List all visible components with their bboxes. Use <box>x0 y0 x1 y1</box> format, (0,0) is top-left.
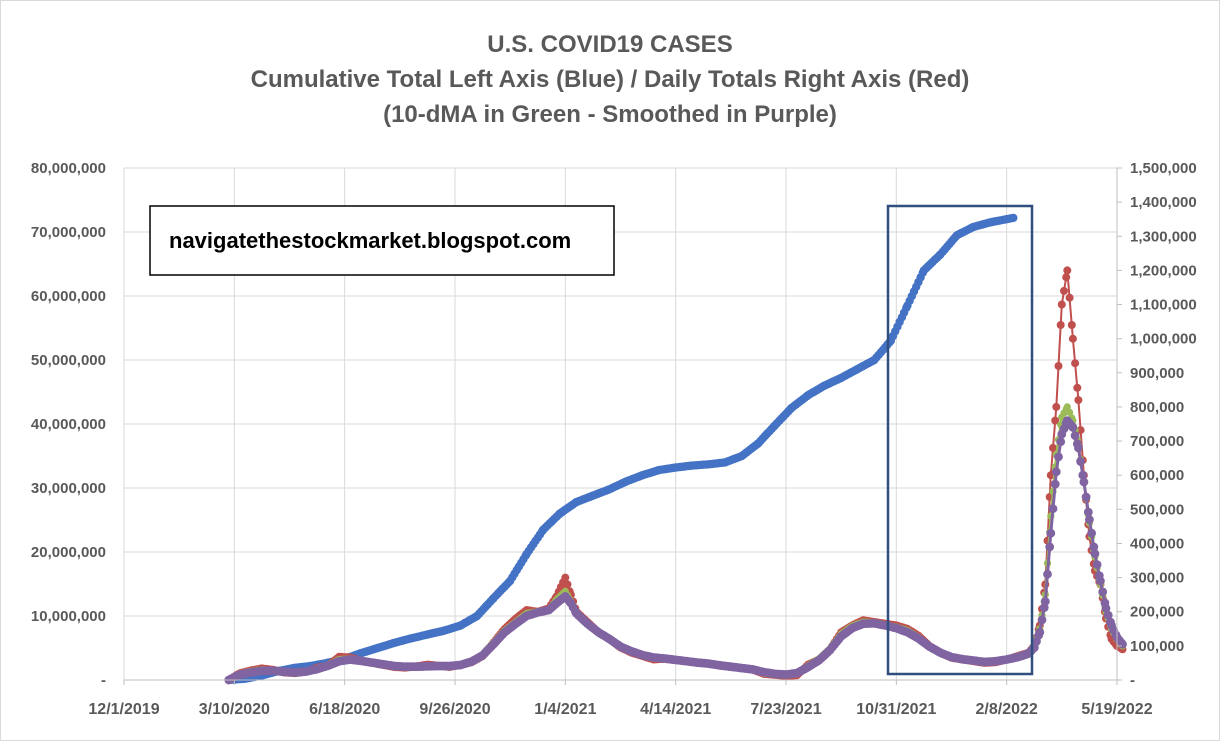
point-smoothed-402 <box>1092 560 1102 569</box>
point-smoothed-405 <box>1098 587 1108 597</box>
point-smoothed-416 <box>1118 639 1127 649</box>
point-daily-378 <box>1049 443 1057 452</box>
point-daily-379 <box>1051 416 1060 425</box>
point-smoothed-377 <box>1046 528 1056 538</box>
point-smoothed-389 <box>1068 423 1078 432</box>
point-daily-389 <box>1068 334 1077 343</box>
axes: - 10,000,000 20,000,000 30,000,000 40,000,00… <box>31 160 1197 718</box>
point-daily-391 <box>1073 383 1082 392</box>
point-smoothed-393 <box>1076 457 1085 466</box>
right-tick-0: - <box>1130 672 1135 689</box>
point-smoothed-399 <box>1087 528 1096 538</box>
right-tick-10: 1,000,000 <box>1130 331 1197 348</box>
point-smoothed-390 <box>1070 431 1080 440</box>
left-tick-2: 20,000,000 <box>31 544 106 561</box>
left-tick-1: 10,000,000 <box>31 608 106 625</box>
point-smoothed-376 <box>1045 542 1055 552</box>
left-tick-4: 40,000,000 <box>31 416 106 433</box>
x-tick-1: 3/10/2020 <box>199 701 270 718</box>
right-tick-2: 200,000 <box>1130 604 1184 621</box>
point-smoothed-372 <box>1037 615 1047 625</box>
point-daily-153 <box>561 573 570 582</box>
point-daily-392 <box>1074 396 1083 405</box>
point-smoothed-400 <box>1089 542 1099 552</box>
point-smoothed-398 <box>1085 515 1094 524</box>
point-smoothed-395 <box>1079 477 1089 487</box>
right-tick-7: 700,000 <box>1130 433 1184 450</box>
x-tick-0: 12/1/2019 <box>88 701 159 718</box>
right-tick-6: 600,000 <box>1130 467 1184 484</box>
point-daily-382 <box>1056 321 1065 329</box>
series-smoothed <box>224 416 1127 685</box>
point-smoothed-397 <box>1083 507 1093 517</box>
point-daily-386 <box>1063 266 1072 275</box>
point-smoothed-408 <box>1103 610 1113 620</box>
point-10-dMA-386 <box>1063 403 1071 411</box>
left-tick-5: 50,000,000 <box>31 352 106 369</box>
x-tick-8: 2/8/2022 <box>976 701 1038 718</box>
point-smoothed-371 <box>1035 627 1045 637</box>
point-cumulative-379 <box>1009 213 1018 223</box>
point-smoothed-381 <box>1054 452 1063 462</box>
x-tick-4: 1/4/2021 <box>534 701 596 718</box>
right-tick-11: 1,100,000 <box>1130 297 1197 314</box>
x-tick-6: 7/23/2021 <box>750 701 821 718</box>
left-tick-3: 30,000,000 <box>31 480 106 497</box>
point-daily-390 <box>1071 359 1080 368</box>
right-tick-14: 1,400,000 <box>1130 194 1197 211</box>
point-daily-393 <box>1076 426 1085 435</box>
x-tick-9: 5/19/2022 <box>1081 701 1152 718</box>
right-tick-12: 1,200,000 <box>1130 262 1197 279</box>
point-smoothed-392 <box>1074 443 1083 453</box>
point-smoothed-378 <box>1048 504 1058 514</box>
point-smoothed-394 <box>1078 470 1088 480</box>
x-tick-2: 6/18/2020 <box>309 701 380 718</box>
point-daily-388 <box>1067 321 1076 329</box>
watermark-text: navigatethestockmarket.blogspot.com <box>169 228 571 253</box>
point-daily-154 <box>563 580 572 589</box>
point-daily-385 <box>1062 273 1071 282</box>
point-smoothed-396 <box>1081 492 1091 502</box>
point-daily-383 <box>1057 300 1066 309</box>
watermark-frame <box>149 205 615 276</box>
point-smoothed-374 <box>1040 597 1050 606</box>
point-smoothed-401 <box>1090 549 1100 559</box>
point-daily-380 <box>1052 402 1061 411</box>
right-tick-8: 800,000 <box>1130 399 1184 416</box>
point-smoothed-404 <box>1096 576 1105 586</box>
point-smoothed-375 <box>1043 569 1052 579</box>
left-tick-7: 70,000,000 <box>31 224 106 241</box>
watermark-box: navigatethestockmarket.blogspot.com <box>149 205 615 276</box>
right-tick-13: 1,300,000 <box>1130 228 1197 245</box>
right-tick-5: 500,000 <box>1130 501 1184 518</box>
highlight-box <box>886 204 1034 676</box>
x-tick-7: 10/31/2021 <box>856 701 936 718</box>
point-10-dMA-387 <box>1066 408 1074 416</box>
right-tick-15: 1,500,000 <box>1130 160 1197 177</box>
x-tick-3: 9/26/2020 <box>419 701 490 718</box>
point-daily-384 <box>1060 286 1068 295</box>
series-layer <box>224 213 1127 685</box>
point-daily-387 <box>1065 293 1074 302</box>
chart-subtitle-2: (10-dMA in Green - Smoothed in Purple) <box>383 101 837 128</box>
right-tick-4: 400,000 <box>1130 535 1184 552</box>
point-smoothed-379 <box>1050 479 1060 489</box>
left-tick-8: 80,000,000 <box>31 160 106 177</box>
point-daily-381 <box>1054 362 1063 370</box>
point-smoothed-382 <box>1056 437 1066 447</box>
right-tick-9: 900,000 <box>1130 365 1184 382</box>
left-tick-0: - <box>101 672 106 689</box>
x-tick-5: 4/14/2021 <box>640 701 711 718</box>
right-tick-3: 300,000 <box>1130 570 1184 587</box>
right-tick-1: 100,000 <box>1130 638 1184 655</box>
point-smoothed-407 <box>1101 603 1111 613</box>
chart-subtitle: Cumulative Total Left Axis (Blue) / Dail… <box>251 66 970 93</box>
point-smoothed-380 <box>1051 467 1061 477</box>
chart-title: U.S. COVID19 CASES <box>487 31 732 58</box>
left-tick-6: 60,000,000 <box>31 288 106 305</box>
